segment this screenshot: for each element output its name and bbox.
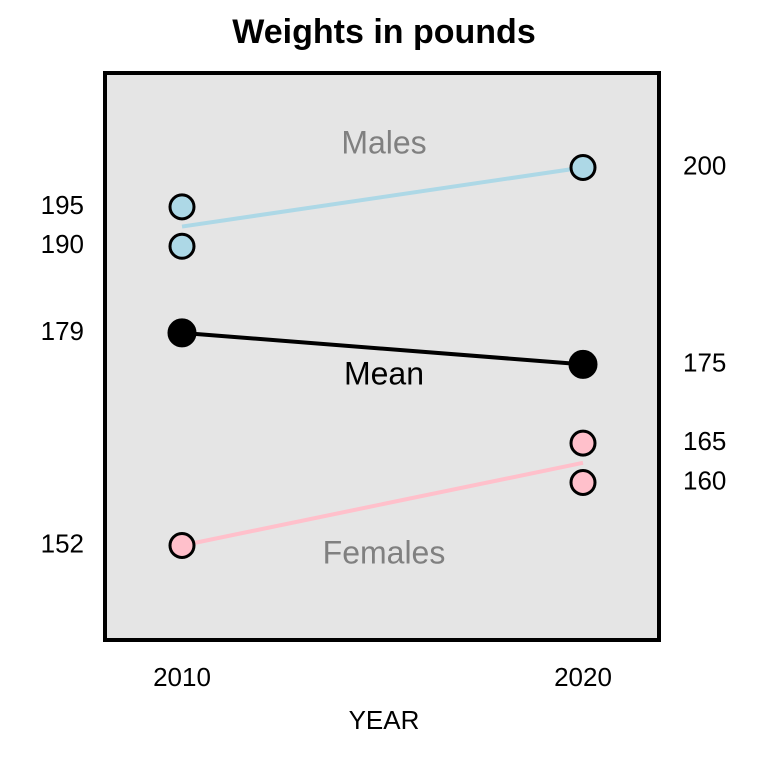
series-line-mean xyxy=(181,330,584,367)
left-value-label-152: 152 xyxy=(41,528,84,558)
series-label-females: Females xyxy=(323,534,446,570)
right-value-label-165: 165 xyxy=(683,426,726,456)
series-line-males xyxy=(181,165,584,229)
right-value-label-175: 175 xyxy=(683,347,726,377)
series-label-males: Males xyxy=(341,124,426,160)
point-females-2020-160 xyxy=(569,469,597,496)
x-axis-ticks: 2010 2020 xyxy=(153,662,612,692)
point-mean-2020-175 xyxy=(568,349,598,379)
plot-panel xyxy=(105,73,659,640)
point-females-2010-152 xyxy=(168,532,196,559)
x-tick-label-2010: 2010 xyxy=(153,662,211,692)
point-females-2020-165 xyxy=(569,429,597,457)
series-line-females xyxy=(181,460,584,548)
left-value-label-195: 195 xyxy=(41,190,84,220)
point-males-2010-190 xyxy=(168,232,196,260)
plot-border xyxy=(103,71,661,642)
right-value-label-160: 160 xyxy=(683,465,726,495)
right-value-label-200: 200 xyxy=(683,150,726,180)
point-males-2020-200 xyxy=(569,154,597,181)
chart-marks: Males Mean Females xyxy=(167,124,598,570)
x-tick-label-2020: 2020 xyxy=(554,662,612,692)
x-axis-title: YEAR xyxy=(349,705,420,735)
chart-title: Weights in pounds xyxy=(232,13,535,51)
left-value-label-190: 190 xyxy=(41,229,84,259)
point-mean-2010-179 xyxy=(167,318,197,348)
series-label-mean: Mean xyxy=(344,355,424,391)
point-males-2010-195 xyxy=(168,193,196,221)
left-value-label-179: 179 xyxy=(41,316,84,346)
value-labels: 195 190 179 152 200 175 165 160 xyxy=(41,150,727,558)
